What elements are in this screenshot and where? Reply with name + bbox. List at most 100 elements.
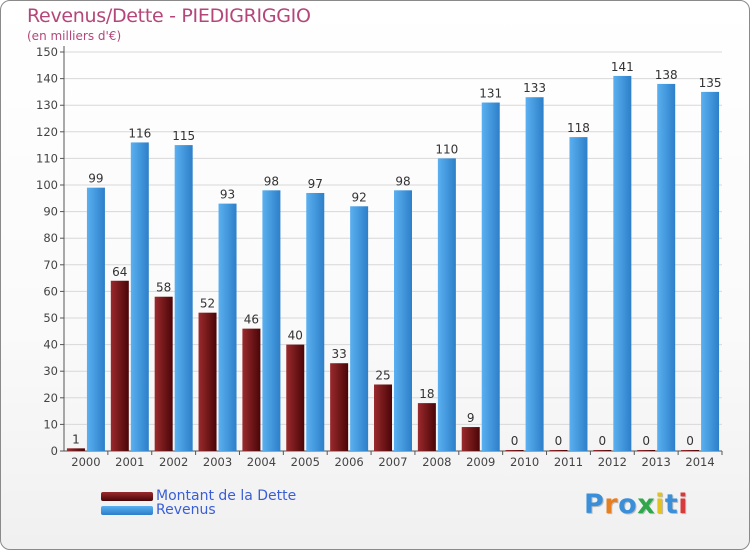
bar-debt — [330, 363, 349, 451]
data-label-revenue: 131 — [479, 87, 502, 101]
data-label-debt: 46 — [244, 313, 259, 327]
bar-debt — [417, 403, 436, 451]
bar-debt — [242, 328, 261, 451]
data-label-revenue: 133 — [523, 81, 546, 95]
data-label-revenue: 115 — [172, 129, 195, 143]
legend-swatch-debt — [101, 492, 153, 501]
x-tick-label: 2014 — [685, 455, 714, 469]
data-label-revenue: 97 — [308, 177, 323, 191]
bar-revenue — [613, 75, 632, 451]
y-tick-label: 60 — [43, 284, 58, 298]
data-label-debt: 33 — [331, 347, 346, 361]
logo-letter: r — [604, 489, 619, 520]
x-tick-label: 2005 — [291, 455, 320, 469]
bar-revenue — [657, 83, 676, 452]
bar-debt — [154, 296, 173, 451]
logo-letter: P — [584, 489, 605, 520]
data-label-revenue: 92 — [351, 190, 366, 204]
bar-revenue — [525, 97, 544, 451]
y-tick-label: 30 — [43, 364, 58, 378]
x-tick-label: 2008 — [422, 455, 451, 469]
bar-revenue — [86, 187, 105, 451]
data-label-debt: 18 — [419, 387, 434, 401]
bar-revenue — [174, 145, 193, 451]
bar-revenue — [437, 158, 456, 451]
logo-letter: o — [618, 489, 638, 520]
bar-debt — [681, 450, 700, 451]
bar-debt — [110, 280, 129, 451]
data-label-debt: 25 — [375, 369, 390, 383]
logo-letter: t — [664, 489, 679, 520]
legend-swatch-revenue — [101, 506, 153, 515]
x-tick-label: 2012 — [598, 455, 627, 469]
bar-debt — [637, 450, 656, 451]
logo-letter: i — [655, 489, 665, 520]
data-label-debt: 1 — [72, 432, 80, 446]
x-tick-label: 2004 — [247, 455, 276, 469]
data-label-debt: 0 — [555, 434, 563, 448]
bar-revenue — [262, 190, 281, 451]
bar-revenue — [306, 192, 325, 452]
y-tick-label: 80 — [43, 231, 58, 245]
y-tick-label: 40 — [43, 338, 58, 352]
bar-debt — [286, 344, 305, 451]
y-tick-label: 100 — [36, 178, 58, 192]
data-label-debt: 0 — [686, 434, 694, 448]
legend-label-debt: Montant de la Dette — [156, 488, 297, 504]
y-tick-label: 90 — [43, 205, 58, 219]
data-label-revenue: 135 — [699, 76, 722, 90]
chart-subtitle: (en milliers d'€) — [27, 29, 122, 43]
bar-revenue — [218, 203, 237, 451]
data-label-revenue: 138 — [655, 68, 678, 82]
x-tick-label: 2003 — [203, 455, 232, 469]
proxiti-logo: Proxiti — [584, 489, 688, 520]
data-label-revenue: 116 — [128, 126, 151, 140]
logo-letter: i — [678, 489, 689, 520]
data-label-revenue: 98 — [264, 174, 279, 188]
bar-revenue — [394, 190, 412, 451]
bar-debt — [66, 448, 85, 451]
data-label-revenue: 141 — [611, 60, 634, 74]
x-tick-label: 2000 — [71, 455, 100, 469]
data-label-revenue: 93 — [220, 188, 235, 202]
x-tick-label: 2001 — [115, 455, 144, 469]
data-label-debt: 64 — [112, 265, 127, 279]
chart-title: Revenus/Dette - PIEDIGRIGGIO — [27, 5, 311, 27]
bar-debt — [374, 384, 392, 451]
x-tick-label: 2011 — [554, 455, 583, 469]
data-label-debt: 0 — [642, 434, 650, 448]
data-label-debt: 58 — [156, 281, 171, 295]
logo-letter: x — [637, 489, 656, 520]
x-tick-label: 2006 — [334, 455, 363, 469]
y-tick-label: 20 — [43, 391, 58, 405]
data-label-debt: 0 — [511, 434, 519, 448]
bar-revenue — [569, 137, 588, 451]
data-label-revenue: 110 — [435, 142, 458, 156]
legend-label-revenue: Revenus — [156, 502, 216, 518]
data-label-debt: 0 — [599, 434, 607, 448]
bar-debt — [593, 450, 612, 451]
data-label-revenue: 98 — [395, 174, 410, 188]
y-tick-label: 50 — [43, 311, 58, 325]
bar-debt — [505, 450, 524, 451]
y-tick-label: 150 — [36, 45, 58, 59]
data-label-revenue: 118 — [567, 121, 590, 135]
bar-revenue — [350, 206, 369, 451]
x-tick-label: 2010 — [510, 455, 539, 469]
bar-debt — [461, 427, 480, 451]
y-tick-label: 130 — [36, 98, 58, 112]
y-tick-label: 0 — [51, 444, 58, 458]
data-label-debt: 9 — [467, 411, 475, 425]
x-tick-label: 2007 — [378, 455, 407, 469]
bar-revenue — [701, 91, 720, 452]
data-label-debt: 52 — [200, 297, 215, 311]
x-tick-label: 2013 — [642, 455, 671, 469]
bar-debt — [198, 312, 217, 451]
data-label-debt: 40 — [288, 329, 303, 343]
x-tick-label: 2002 — [159, 455, 188, 469]
y-tick-label: 10 — [43, 417, 58, 431]
y-tick-label: 120 — [36, 125, 58, 139]
y-tick-label: 140 — [36, 72, 58, 86]
